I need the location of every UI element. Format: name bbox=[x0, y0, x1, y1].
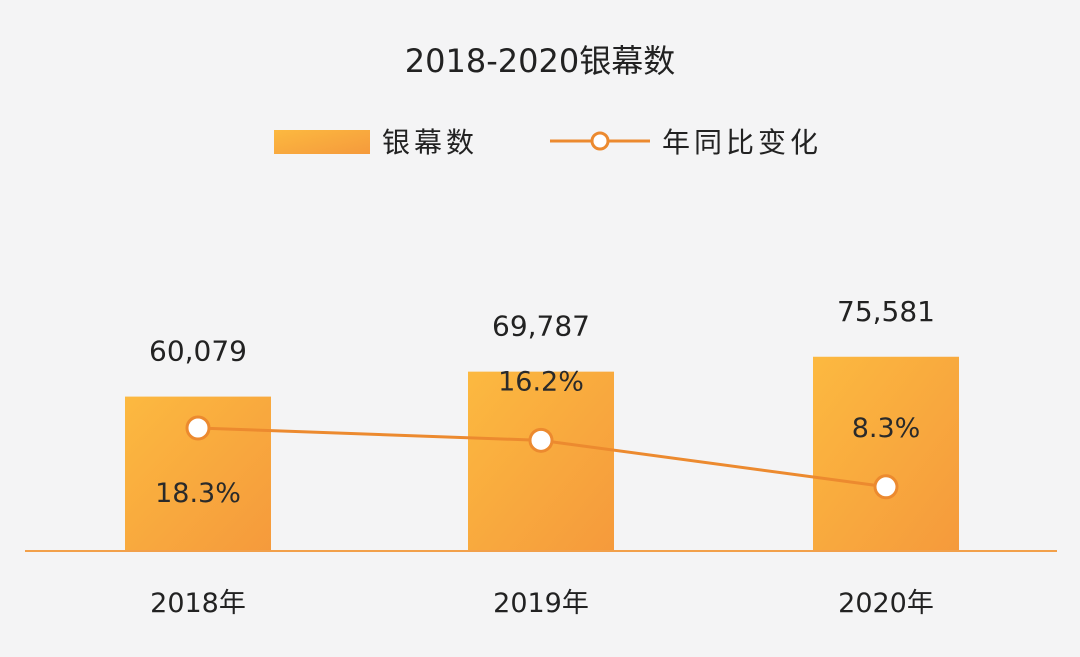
bar bbox=[813, 356, 959, 551]
legend-line-marker bbox=[590, 131, 610, 151]
yoy-marker bbox=[528, 427, 554, 453]
legend-bar-swatch bbox=[274, 130, 370, 154]
yoy-marker bbox=[873, 474, 899, 500]
yoy-line-layer bbox=[185, 415, 899, 500]
bar-value-label: 60,079 bbox=[149, 335, 247, 368]
yoy-label: 18.3% bbox=[155, 478, 241, 509]
legend: 银幕数 年同比变化 bbox=[274, 126, 822, 159]
category-label: 2018年 bbox=[150, 588, 246, 619]
bar bbox=[468, 371, 614, 551]
legend-bar-label: 银幕数 bbox=[382, 126, 478, 159]
chart-title: 2018-2020银幕数 bbox=[405, 42, 675, 80]
category-labels: 2018年 2019年 2020年 bbox=[150, 588, 934, 619]
yoy-label: 8.3% bbox=[852, 413, 921, 444]
bar-value-label: 75,581 bbox=[837, 295, 935, 328]
bar-value-labels: 60,079 69,787 75,581 bbox=[149, 295, 935, 368]
bar-value-label: 69,787 bbox=[492, 310, 590, 343]
legend-line-label: 年同比变化 bbox=[662, 126, 822, 159]
yoy-marker bbox=[185, 415, 211, 441]
category-label: 2020年 bbox=[838, 588, 934, 619]
category-label: 2019年 bbox=[493, 588, 589, 619]
yoy-label: 16.2% bbox=[498, 366, 584, 397]
yoy-labels: 18.3% 16.2% 8.3% bbox=[155, 366, 920, 509]
